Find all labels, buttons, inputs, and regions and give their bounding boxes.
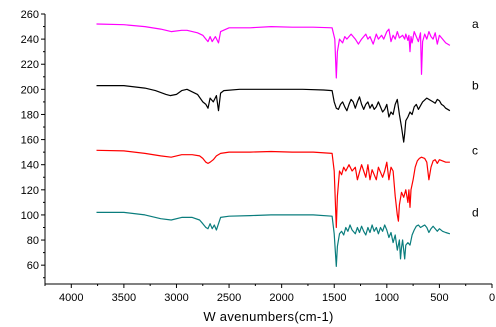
series-label-c: c <box>472 143 478 157</box>
y-tick-label: 240 <box>21 34 39 46</box>
y-tick-label: 120 <box>21 185 39 197</box>
y-tick-label: 60 <box>27 260 39 272</box>
y-tick-label: 260 <box>21 9 39 21</box>
x-tick-label: 1500 <box>322 292 346 304</box>
y-tick-label: 100 <box>21 210 39 222</box>
series-layer <box>96 23 451 267</box>
series-label-d: d <box>472 205 479 219</box>
y-tick-label: 140 <box>21 160 39 172</box>
x-tick-label: 4000 <box>59 292 83 304</box>
x-tick-label: 500 <box>430 292 448 304</box>
series-line-b <box>96 85 451 143</box>
x-tick-label: 0 <box>489 292 495 304</box>
y-tick-label: 220 <box>21 59 39 71</box>
y-tick-label: 200 <box>21 84 39 96</box>
y-tick-label: 80 <box>27 235 39 247</box>
x-tick-label: 3500 <box>112 292 136 304</box>
y-tick-label: 180 <box>21 109 39 121</box>
y-tick-label: 160 <box>21 135 39 147</box>
x-tick-label: 3000 <box>164 292 188 304</box>
series-label-a: a <box>472 17 479 31</box>
series-line-c <box>96 149 450 229</box>
x-tick-label: 2000 <box>269 292 293 304</box>
series-line-d <box>96 211 451 267</box>
x-tick-label: 2500 <box>217 292 241 304</box>
x-axis-title: W avenumbers(cm-1) <box>203 309 333 324</box>
x-tick-label: 1000 <box>375 292 399 304</box>
labels-layer: a b c d <box>472 17 479 219</box>
series-label-b: b <box>472 79 479 93</box>
axes: 60 80 100 120 140 160 180 200 220 240 260 4000 3500 3… <box>21 9 495 304</box>
series-line-a <box>96 23 451 79</box>
